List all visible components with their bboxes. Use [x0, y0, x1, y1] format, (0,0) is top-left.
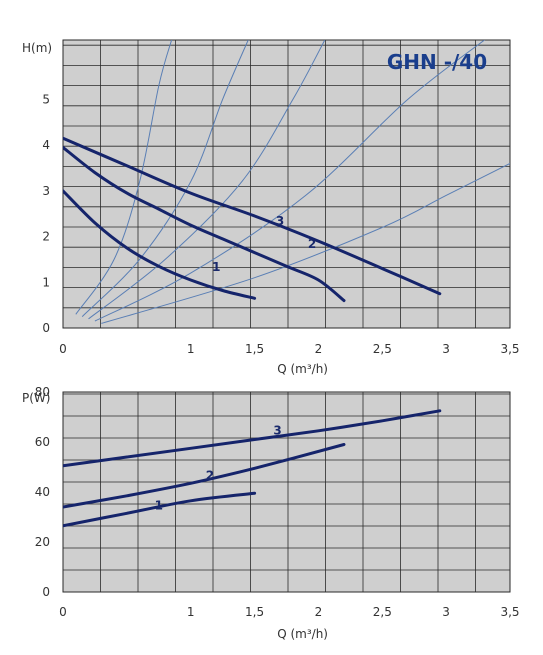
head-curve-2 [63, 145, 346, 303]
head-x-tick-label: 2,5 [373, 342, 392, 356]
power-x-tick-label: 1 [187, 605, 195, 619]
head-y-tick-label: 3 [42, 184, 50, 198]
head-y-tick-label: 5 [42, 92, 50, 106]
head-system-curve-2 [81, 40, 249, 317]
head-y-tick-label: 4 [42, 138, 50, 152]
power-y-tick-label: 80 [35, 385, 50, 399]
head-y-tick-label: 2 [42, 230, 50, 244]
power-x-tick-label: 3,5 [500, 605, 519, 619]
head-plot-area [63, 40, 510, 328]
power-y-axis-label: P(W) [22, 391, 50, 405]
head-curve-label-2: 2 [308, 237, 316, 251]
head-curve-3 [63, 136, 442, 296]
power-curve-3 [63, 409, 442, 468]
head-curve-label-1: 1 [212, 260, 220, 274]
power-plot-area [63, 392, 510, 592]
power-y-tick-label: 0 [42, 585, 50, 599]
power-grid [63, 392, 510, 592]
head-x-tick-label: 2 [315, 342, 323, 356]
power-x-tick-label: 2 [315, 605, 323, 619]
head-plot-border [62, 39, 511, 329]
power-curve-2 [63, 443, 346, 509]
model-title: GHN -/40 [387, 50, 487, 74]
head-y-axis-label: H(m) [22, 41, 52, 55]
power-x-tick-label: 3 [442, 605, 450, 619]
head-x-tick-label: 3,5 [500, 342, 519, 356]
power-plot-border [62, 391, 511, 593]
power-curve-label-3: 3 [273, 424, 281, 438]
head-x-tick-label: 3 [442, 342, 450, 356]
power-x-tick-label: 2,5 [373, 605, 392, 619]
power-y-tick-label: 20 [35, 535, 50, 549]
head-x-tick-label: 1,5 [245, 342, 264, 356]
head-system-curve-4 [94, 40, 485, 322]
head-curve-label-3: 3 [276, 214, 284, 228]
power-curve-1 [63, 491, 257, 528]
power-chart: 1 2 3 0 20 40 60 80 0 1 1,5 2 2,5 3 3,5 P(W) Q (m³/h) [22, 385, 520, 641]
power-curve-label-2: 2 [206, 469, 214, 483]
power-x-axis-label: Q (m³/h) [277, 627, 328, 641]
head-system-curve-1 [75, 40, 173, 315]
head-chart: 1 2 3 0 1 2 3 4 5 0 1 1,5 2 2,5 3 3,5 H(m) Q (m³/h) GHN -/… [22, 39, 520, 376]
head-x-axis-label: Q (m³/h) [277, 362, 328, 376]
head-x-tick-label: 0 [59, 342, 67, 356]
head-system-curve-3 [88, 40, 326, 320]
head-y-tick-label: 0 [42, 321, 50, 335]
power-y-tick-label: 40 [35, 485, 50, 499]
head-y-tick-label: 1 [42, 275, 50, 289]
head-system-curve-5 [101, 162, 510, 324]
power-y-tick-label: 60 [35, 435, 50, 449]
power-curve-label-1: 1 [155, 499, 163, 513]
head-curve-1 [63, 189, 257, 300]
head-grid [63, 40, 510, 328]
power-x-tick-label: 1,5 [245, 605, 264, 619]
power-x-tick-label: 0 [59, 605, 67, 619]
head-x-tick-label: 1 [187, 342, 195, 356]
